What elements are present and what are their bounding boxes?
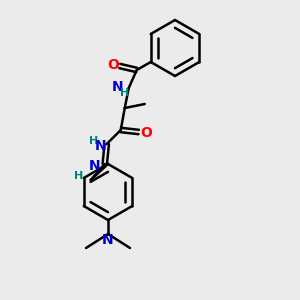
Text: N: N	[112, 80, 124, 94]
Text: H: H	[89, 136, 98, 146]
Text: O: O	[107, 58, 119, 72]
Text: N: N	[95, 139, 106, 153]
Text: N: N	[89, 159, 100, 173]
Text: H: H	[74, 171, 83, 181]
Text: O: O	[140, 126, 152, 140]
Text: H: H	[120, 88, 129, 98]
Text: N: N	[102, 233, 114, 247]
